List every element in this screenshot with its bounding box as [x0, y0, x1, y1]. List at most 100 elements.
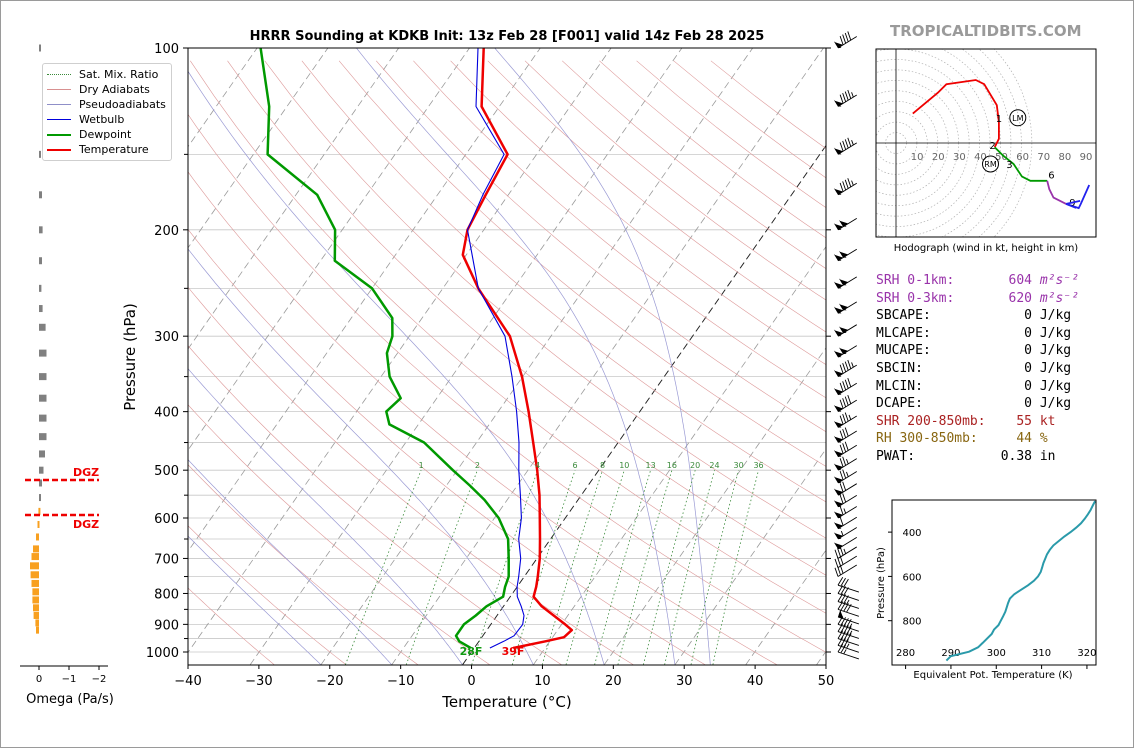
- pseudoadiabat-line: [188, 368, 463, 665]
- wind-barb-halfflag: [851, 180, 854, 186]
- hodograph-ring-label: 20: [932, 152, 945, 163]
- stat-row: SRH 0-1km: 604 m²s⁻²: [876, 272, 1126, 290]
- x-tick-label: −10: [387, 674, 414, 689]
- sounding-parameters: SRH 0-1km: 604 m²s⁻² SRH 0-3km: 620 m²s⁻² SB…: [876, 272, 1126, 466]
- omega-bar: [39, 466, 44, 474]
- wind-barb-flag: [839, 516, 844, 526]
- omega-tick-label-1: −1: [62, 674, 77, 685]
- omega-bar: [39, 323, 46, 331]
- theta-e-x-tick-label: 290: [941, 648, 960, 659]
- wind-barb-pennant: [834, 370, 844, 377]
- wind-barb-flag: [839, 142, 844, 152]
- wind-barb-halfflag: [846, 458, 849, 465]
- wind-barb-halfflag: [848, 414, 852, 420]
- stat-row: MLCIN: 0 J/kg: [876, 378, 1126, 396]
- isotherm-line: [745, 549, 826, 665]
- pseudoadiabat-line: [188, 459, 392, 665]
- wind-barb: [833, 493, 857, 508]
- wind-barb-staff: [837, 608, 860, 617]
- omega-bar: [39, 349, 47, 357]
- wind-barb-pennant: [839, 251, 849, 258]
- dgz-label-bottom: DGZ: [73, 518, 99, 531]
- wind-barb-flag: [837, 623, 844, 632]
- hodograph-height-label: 3: [1006, 160, 1012, 171]
- wind-barb-staff: [837, 248, 857, 262]
- wind-barb-flag: [839, 506, 844, 516]
- theta-e-y-tick-label: 400: [902, 528, 921, 539]
- stat-value: 0: [1024, 378, 1032, 394]
- stat-value: 604: [1008, 273, 1032, 288]
- legend-swatch: [47, 119, 71, 120]
- x-tick-label: −30: [245, 674, 272, 689]
- mixing-ratio-line: [643, 470, 696, 665]
- omega-bar: [39, 44, 41, 52]
- wind-barb-flag: [834, 549, 839, 559]
- wind-barb-flag: [846, 633, 852, 642]
- wind-barb: [834, 546, 857, 559]
- wind-barb-flag: [834, 567, 839, 577]
- legend-item-wetbulb: Wetbulb: [47, 112, 124, 127]
- stat-unit: kt: [1032, 413, 1056, 429]
- omega-bar: [30, 571, 39, 579]
- wind-barb-flag: [837, 566, 841, 576]
- wind-barb-flag: [837, 643, 844, 653]
- omega-bar: [36, 626, 39, 634]
- wind-barb-flag: [840, 638, 846, 647]
- wind-barb-staff: [837, 345, 857, 358]
- site-watermark: TROPICALTIDBITS.COM: [890, 22, 1082, 40]
- wind-barb-flag: [842, 413, 847, 423]
- wind-barb-flag: [844, 32, 849, 42]
- stat-value: 0: [1024, 396, 1032, 412]
- skewt-axes: −40 −30 −20 −10 0 10 20 30 40 50 100 200 300 400 500 60…: [146, 42, 834, 689]
- mixing-ratio-label: 2: [475, 461, 480, 470]
- wind-barb-flag: [846, 619, 852, 628]
- wind-barb-staff: [837, 651, 860, 660]
- stat-unit: %: [1032, 431, 1048, 447]
- wind-barb-flag: [844, 441, 849, 451]
- isotherm-line: [188, 48, 612, 654]
- omega-bar: [32, 596, 39, 604]
- wind-barb-flag: [843, 578, 849, 588]
- stat-label: PWAT:: [876, 448, 916, 464]
- wind-barb-halfflag: [843, 508, 847, 514]
- dry-adiabat-line: [338, 60, 826, 467]
- mixing-ratio-line: [712, 470, 759, 665]
- y-tick-label: 300: [154, 330, 179, 345]
- wind-barb: [837, 643, 860, 660]
- wind-barb: [833, 217, 857, 231]
- skewt-frame: [187, 47, 827, 666]
- stat-unit: J/kg: [1032, 378, 1072, 394]
- wind-barb-flag: [840, 644, 846, 654]
- dry-adiabat-line: [450, 60, 826, 365]
- stat-label: RH 300-850mb:: [876, 431, 978, 447]
- hodograph-grid: 10 20 30 40 50 60 70 80 90: [876, 49, 1096, 237]
- surface-temp-label: 39F: [502, 645, 525, 658]
- wind-barb: [833, 412, 857, 428]
- wind-barb-halfflag: [843, 649, 847, 655]
- stat-unit: J/kg: [1032, 396, 1072, 412]
- mixing-ratio-label: 16: [667, 461, 677, 470]
- x-tick-label: 0: [467, 674, 475, 689]
- wind-barb-flag: [847, 89, 852, 99]
- dry-adiabat-line: [188, 286, 634, 665]
- omega-bar: [39, 257, 42, 265]
- wind-barb-flag: [834, 558, 839, 568]
- wind-barb-halfflag: [848, 630, 853, 636]
- wind-barb-halfflag: [851, 362, 854, 368]
- hodograph-arrowhead: [1065, 200, 1081, 209]
- dry-adiabat-line: [301, 60, 826, 503]
- wind-barb-flag: [837, 548, 841, 558]
- surface-dewpoint-label: 28F: [460, 645, 483, 658]
- wind-barb-flag: [837, 630, 844, 639]
- omega-bar: [31, 579, 39, 587]
- stat-value: 0: [1024, 325, 1032, 341]
- wind-barb-flag: [842, 398, 847, 408]
- omega-bar: [39, 414, 47, 422]
- mixing-ratio-label: 24: [709, 461, 719, 470]
- wind-barb-pennant: [834, 223, 844, 230]
- mixing-ratio-line: [617, 470, 673, 665]
- isotherm-line: [674, 448, 826, 665]
- wind-barb-flag: [839, 382, 844, 392]
- wind-barb-pennant: [834, 421, 844, 428]
- omega-bar: [36, 533, 39, 541]
